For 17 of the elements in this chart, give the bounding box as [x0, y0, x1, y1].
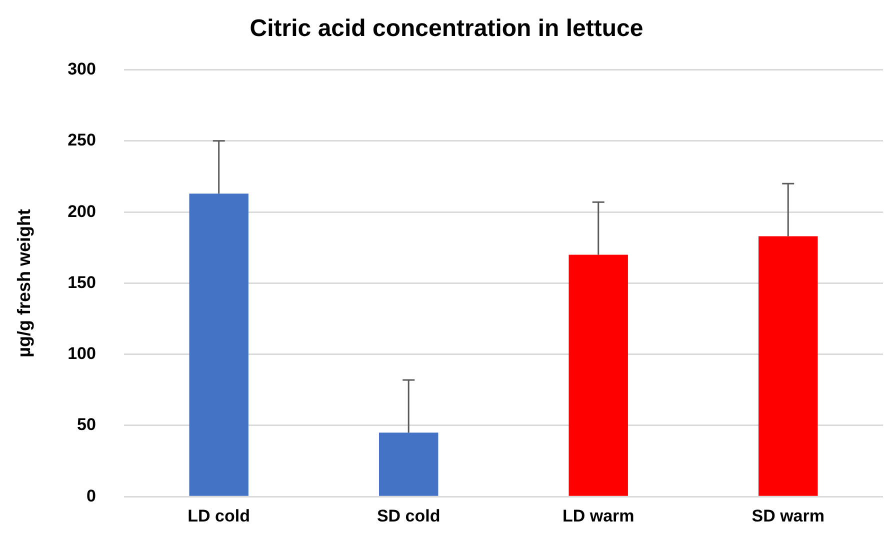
bar: [379, 432, 438, 496]
bar: [568, 254, 628, 496]
bar: [758, 236, 818, 496]
y-tick-label: 300: [68, 59, 96, 78]
x-tick-label: LD cold: [188, 506, 250, 526]
bar: [189, 194, 248, 496]
x-tick-label: SD cold: [376, 506, 440, 526]
y-tick-label: 150: [68, 272, 96, 292]
y-tick-label: 50: [77, 415, 96, 434]
y-axis-title: µg/g fresh weight: [14, 209, 34, 358]
x-tick-label: SD warm: [752, 506, 824, 526]
y-tick-label: 100: [68, 344, 96, 364]
y-tick-label: 200: [68, 202, 96, 221]
y-tick-label: 250: [68, 130, 96, 150]
chart-title: Citric acid concentration in lettuce: [250, 15, 644, 42]
y-tick-label: 0: [86, 486, 96, 506]
x-tick-label: LD warm: [562, 506, 634, 526]
